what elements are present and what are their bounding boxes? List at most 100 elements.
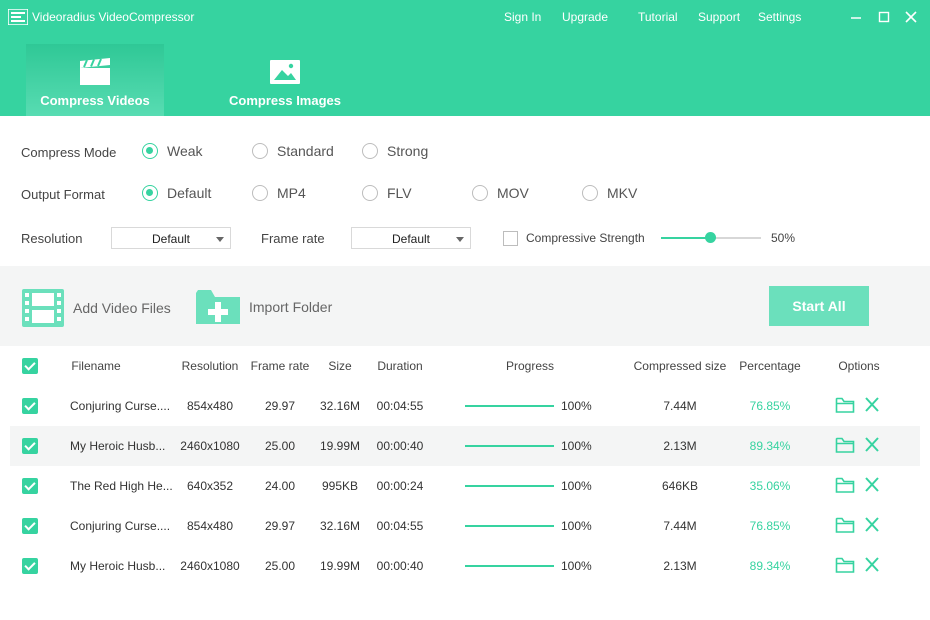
chevron-down-icon (216, 237, 224, 242)
radio-default[interactable]: Default (142, 185, 211, 201)
radio-mkv[interactable]: MKV (582, 185, 637, 201)
import-folder-label: Import Folder (249, 299, 333, 315)
compressive-strength-label: Compressive Strength (526, 231, 645, 245)
cell-progress: 100% (561, 479, 592, 493)
cell-duration: 00:04:55 (376, 519, 424, 533)
radio-weak[interactable]: Weak (142, 143, 203, 159)
folder-icon[interactable] (835, 476, 855, 494)
delete-x-icon[interactable] (862, 516, 882, 534)
radio-dot (142, 143, 158, 159)
frame-rate-select[interactable]: Default (351, 227, 471, 249)
progress-bar (465, 525, 554, 527)
cell-progress: 100% (561, 439, 592, 453)
cell-filename: The Red High He... (70, 479, 173, 493)
tab-label: Compress Videos (40, 93, 150, 108)
cell-filename: My Heroic Husb... (70, 439, 166, 453)
radio-dot (362, 143, 378, 159)
cell-duration: 00:00:40 (376, 439, 424, 453)
maximize-icon[interactable] (876, 9, 892, 25)
radio-label: MKV (607, 185, 638, 201)
radio-dot (252, 185, 268, 201)
progress-bar (465, 565, 554, 567)
delete-x-icon[interactable] (862, 436, 882, 454)
row-checkbox[interactable] (22, 398, 38, 414)
resolution-select[interactable]: Default (111, 227, 231, 249)
image-icon (270, 60, 300, 84)
app-logo-icon (8, 9, 28, 25)
cell-progress: 100% (561, 519, 592, 533)
cell-resolution: 2460x1080 (180, 559, 240, 573)
cell-frame-rate: 24.00 (264, 479, 296, 493)
delete-x-icon[interactable] (862, 396, 882, 414)
cell-compressed-size: 2.13M (663, 559, 697, 573)
radio-label: Default (167, 185, 212, 201)
row-checkbox[interactable] (22, 518, 38, 534)
table-row[interactable]: The Red High He... 640x352 24.00 995KB 0… (10, 466, 920, 506)
cell-resolution: 2460x1080 (180, 439, 240, 453)
cell-frame-rate: 25.00 (264, 439, 296, 453)
folder-add-icon (196, 290, 240, 324)
folder-icon[interactable] (835, 396, 855, 414)
cell-compressed-size: 7.44M (663, 399, 697, 413)
table-row[interactable]: My Heroic Husb... 2460x1080 25.00 19.99M… (10, 546, 920, 586)
import-folder-button[interactable]: Import Folder (195, 288, 332, 326)
tab-label: Compress Images (229, 93, 341, 108)
radio-strong[interactable]: Strong (362, 143, 428, 159)
table-row[interactable]: My Heroic Husb... 2460x1080 25.00 19.99M… (10, 426, 920, 466)
chevron-down-icon (456, 237, 464, 242)
cell-filename: Conjuring Curse.... (70, 399, 171, 413)
radio-standard[interactable]: Standard (252, 143, 334, 159)
folder-icon[interactable] (835, 436, 855, 454)
radio-dot (582, 185, 598, 201)
radio-flv[interactable]: FLV (362, 185, 412, 201)
cell-percentage: 76.85% (749, 399, 791, 413)
col-compressed-size: Compressed size (633, 359, 727, 373)
radio-mp4[interactable]: MP4 (252, 185, 306, 201)
frame-rate-value: Default (391, 232, 431, 246)
cell-resolution: 854x480 (186, 519, 234, 533)
cell-percentage: 89.34% (749, 439, 791, 453)
table-row[interactable]: Conjuring Curse.... 854x480 29.97 32.16M… (10, 506, 920, 546)
tab-compress-videos[interactable]: Compress Videos (26, 44, 164, 116)
sign-in-link[interactable]: Sign In (504, 10, 542, 24)
col-percentage: Percentage (739, 359, 801, 373)
output-format-label: Output Format (21, 187, 105, 202)
cell-percentage: 89.34% (749, 559, 791, 573)
cell-filename: My Heroic Husb... (70, 559, 166, 573)
resolution-label: Resolution (21, 231, 83, 246)
delete-x-icon[interactable] (862, 556, 882, 574)
start-all-button[interactable]: Start All (769, 286, 869, 326)
close-icon[interactable] (903, 9, 919, 25)
tutorial-link[interactable]: Tutorial (638, 10, 678, 24)
folder-icon[interactable] (835, 556, 855, 574)
select-all-checkbox[interactable] (22, 358, 38, 374)
delete-x-icon[interactable] (862, 476, 882, 494)
cell-resolution: 640x352 (186, 479, 234, 493)
col-resolution: Resolution (181, 359, 239, 373)
resolution-value: Default (151, 232, 191, 246)
minimize-icon[interactable] (848, 9, 864, 25)
upgrade-link[interactable]: Upgrade (562, 10, 609, 24)
strength-slider-handle[interactable] (705, 232, 716, 243)
cell-size: 32.16M (319, 519, 361, 533)
settings-link[interactable]: Settings (758, 10, 802, 24)
row-checkbox[interactable] (22, 558, 38, 574)
folder-icon[interactable] (835, 516, 855, 534)
add-video-files-button[interactable]: Add Video Files (21, 288, 171, 328)
cell-progress: 100% (561, 559, 592, 573)
row-checkbox[interactable] (22, 478, 38, 494)
cell-resolution: 854x480 (186, 399, 234, 413)
compressive-strength-checkbox[interactable] (503, 231, 518, 246)
row-checkbox[interactable] (22, 438, 38, 454)
cell-progress: 100% (561, 399, 592, 413)
radio-mov[interactable]: MOV (472, 185, 529, 201)
cell-size: 995KB (321, 479, 359, 493)
cell-frame-rate: 29.97 (264, 519, 296, 533)
tab-compress-images[interactable]: Compress Images (216, 44, 354, 116)
radio-dot (362, 185, 378, 201)
table-row[interactable]: Conjuring Curse.... 854x480 29.97 32.16M… (10, 386, 920, 426)
progress-bar (465, 405, 554, 407)
cell-frame-rate: 25.00 (264, 559, 296, 573)
cell-size: 32.16M (319, 399, 361, 413)
support-link[interactable]: Support (698, 10, 741, 24)
